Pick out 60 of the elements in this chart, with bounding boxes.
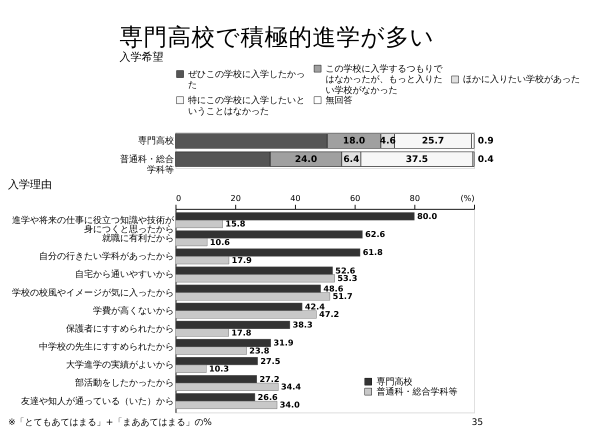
data-label: 48.6 <box>323 283 344 294</box>
data-label: 27.2 <box>259 374 280 384</box>
data-label: 23.8 <box>249 345 270 356</box>
y-tick-label: 普通科・総合学科等 <box>120 154 174 176</box>
legend-label: 無回答 <box>326 95 353 106</box>
data-label: 34.4 <box>280 382 302 392</box>
data-label: 52.6 <box>335 265 356 276</box>
y-tick-label: 就職に有利だから <box>102 232 174 244</box>
data-label: 37.5 <box>406 154 428 165</box>
x-tick-label: 40 <box>290 193 301 204</box>
data-label: 0.4 <box>478 154 494 165</box>
data-label: 17.8 <box>231 327 252 338</box>
x-tick-label: 60 <box>350 193 360 204</box>
data-label: 25.7 <box>422 136 444 147</box>
text: 35 <box>472 418 484 428</box>
y-tick-label: 自宅から通いやすいから <box>75 269 174 280</box>
data-label: 18.0 <box>342 136 366 147</box>
data-label: 47.2 <box>319 309 340 320</box>
data-label: 27.5 <box>260 356 281 366</box>
data-label: 6.4 <box>343 154 360 165</box>
data-label: 42.4 <box>304 302 326 312</box>
y-tick-label: 大学進学の実績がよいから <box>66 360 174 371</box>
legend-label: ほかに入りたい学校があった <box>463 74 580 86</box>
y-tick-label: 保護者にすすめられたから <box>66 323 174 334</box>
data-label: 80.0 <box>417 211 438 222</box>
legend-label: 特にこの学校に入学したいということはなかった <box>188 95 306 117</box>
data-label: 31.9 <box>273 338 294 348</box>
chart-subtitle: 入学希望 <box>119 50 164 64</box>
data-label: 62.6 <box>365 229 386 240</box>
text: ※「とてもあてはまる」+「まああてはまる」の% <box>8 417 212 428</box>
data-label: 24.0 <box>294 154 318 165</box>
x-tick-label: 80 <box>410 193 420 204</box>
data-label: 51.7 <box>332 291 353 302</box>
data-label: 34.0 <box>280 400 300 410</box>
chart-title: 専門高校で積極的進学が多い <box>119 23 434 52</box>
y-tick-label: 自分の行きたい学科があったから <box>39 251 174 262</box>
legend-label: ぜひこの学校に入学したかった <box>188 68 306 91</box>
legend-label: 専門高校 <box>376 376 412 388</box>
legend-label: 普通科・総合学科等 <box>376 386 458 398</box>
data-label: 10.6 <box>210 236 230 247</box>
text: 入学理由 <box>8 178 52 192</box>
y-tick-label: 部活動をしたかったから <box>75 378 174 389</box>
x-tick-label: 20 <box>230 193 241 204</box>
y-tick-label: 進学や将来の仕事に役立つ知識や技術が身につくと思ったから <box>12 214 176 235</box>
y-tick-label: 学費が高くないから <box>93 305 174 316</box>
data-label: 0.9 <box>478 136 494 147</box>
y-tick-label: 学校の校風やイメージが気に入ったから <box>12 287 174 298</box>
y-tick-label: 専門高校 <box>138 136 174 147</box>
data-label: 38.3 <box>292 320 313 330</box>
data-label: 53.3 <box>337 273 358 284</box>
data-label: 15.8 <box>225 218 246 229</box>
data-label: 10.3 <box>208 363 230 374</box>
legend-label: この学校に入学するつもりではなかったが、もっと入りたい学校がなかった <box>326 63 444 96</box>
data-label: 26.6 <box>258 392 278 402</box>
y-tick-label: 中学校の先生にすすめられたから <box>39 342 174 353</box>
y-tick-label: 友達や知人が通っている（いた）から <box>21 396 174 407</box>
x-tick-label: 0 <box>176 193 182 204</box>
data-label: 61.8 <box>362 247 384 258</box>
x-tick-label: (%) <box>460 193 475 204</box>
data-label: 17.9 <box>232 254 252 265</box>
